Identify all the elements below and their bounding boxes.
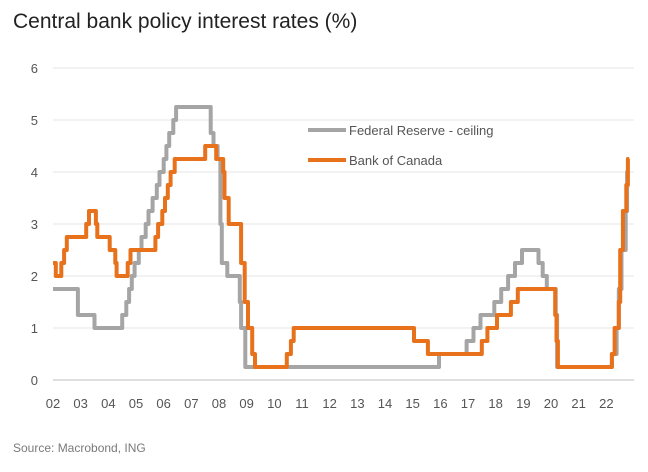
y-tick-label: 3 bbox=[31, 217, 38, 232]
y-tick-label: 0 bbox=[31, 373, 38, 388]
y-tick-label: 1 bbox=[31, 321, 38, 336]
x-tick-label: 14 bbox=[378, 396, 392, 411]
x-tick-label: 10 bbox=[267, 396, 281, 411]
x-tick-label: 22 bbox=[599, 396, 613, 411]
x-tick-label: 09 bbox=[239, 396, 253, 411]
x-tick-label: 17 bbox=[461, 396, 475, 411]
x-tick-label: 11 bbox=[295, 396, 309, 411]
x-tick-label: 18 bbox=[488, 396, 502, 411]
x-axis-ticks: 02 03 04 05 06 07 08 09 10 11 12 13 14 15 16 17 18 19 20 21… bbox=[46, 396, 614, 411]
x-tick-label: 04 bbox=[101, 396, 115, 411]
x-tick-label: 16 bbox=[433, 396, 447, 411]
legend-label: Bank of Canada bbox=[349, 153, 443, 168]
source-note: Source: Macrobond, ING bbox=[13, 441, 146, 455]
y-tick-label: 2 bbox=[31, 269, 38, 284]
x-tick-label: 12 bbox=[322, 396, 336, 411]
x-tick-label: 08 bbox=[212, 396, 226, 411]
y-axis-ticks: 0 1 2 3 4 5 6 bbox=[31, 61, 38, 388]
x-tick-label: 07 bbox=[184, 396, 198, 411]
y-tick-label: 5 bbox=[31, 113, 38, 128]
x-tick-label: 13 bbox=[350, 396, 364, 411]
y-tick-label: 6 bbox=[31, 61, 38, 76]
y-tick-label: 4 bbox=[31, 165, 38, 180]
x-tick-label: 02 bbox=[46, 396, 60, 411]
x-tick-label: 03 bbox=[73, 396, 87, 411]
legend-label: Federal Reserve - ceiling bbox=[349, 123, 494, 138]
chart-title: Central bank policy interest rates (%) bbox=[13, 10, 358, 33]
series-lines bbox=[53, 105, 630, 369]
series-line-bank-of-canada bbox=[53, 144, 630, 369]
x-tick-label: 05 bbox=[129, 396, 143, 411]
x-tick-label: 20 bbox=[544, 396, 558, 411]
x-tick-label: 19 bbox=[516, 396, 530, 411]
x-tick-label: 06 bbox=[156, 396, 170, 411]
grid-lines bbox=[53, 67, 634, 381]
x-tick-label: 21 bbox=[571, 396, 585, 411]
x-tick-label: 15 bbox=[405, 396, 419, 411]
legend: Federal Reserve - ceiling Bank of Canada bbox=[308, 123, 494, 168]
